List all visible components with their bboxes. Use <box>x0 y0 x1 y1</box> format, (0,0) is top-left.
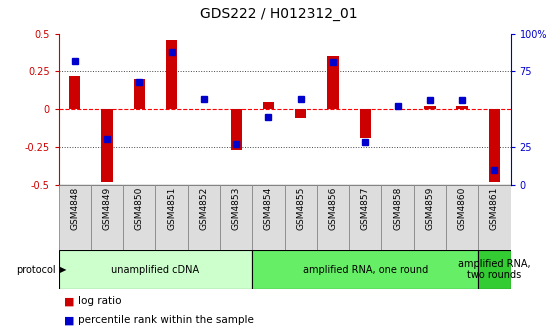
Bar <box>102 109 113 182</box>
Bar <box>59 250 252 289</box>
Bar <box>360 109 371 138</box>
Text: GSM4853: GSM4853 <box>232 187 240 230</box>
Text: unamplified cDNA: unamplified cDNA <box>112 265 200 275</box>
Bar <box>69 76 80 109</box>
Bar <box>478 185 511 250</box>
Text: percentile rank within the sample: percentile rank within the sample <box>78 316 254 325</box>
Text: protocol: protocol <box>16 265 56 275</box>
Bar <box>263 101 274 109</box>
Text: GSM4850: GSM4850 <box>135 187 144 230</box>
Text: GSM4852: GSM4852 <box>199 187 208 230</box>
Bar <box>134 79 145 109</box>
Bar <box>295 109 306 118</box>
Bar <box>328 56 339 109</box>
Bar <box>187 185 220 250</box>
Text: GSM4860: GSM4860 <box>458 187 466 230</box>
Bar <box>166 40 177 109</box>
Bar <box>456 106 468 109</box>
Bar <box>252 185 285 250</box>
Bar <box>478 250 511 289</box>
Text: amplified RNA, one round: amplified RNA, one round <box>302 265 428 275</box>
Text: GSM4856: GSM4856 <box>329 187 338 230</box>
Bar <box>230 109 242 150</box>
Bar <box>446 185 478 250</box>
Bar <box>220 185 252 250</box>
Bar <box>252 250 478 289</box>
Text: amplified RNA,
two rounds: amplified RNA, two rounds <box>458 259 531 281</box>
Text: log ratio: log ratio <box>78 296 122 306</box>
Text: ▶: ▶ <box>60 265 66 274</box>
Text: GSM4859: GSM4859 <box>425 187 434 230</box>
Text: GDS222 / H012312_01: GDS222 / H012312_01 <box>200 7 358 21</box>
Text: GSM4848: GSM4848 <box>70 187 79 230</box>
Bar <box>424 106 435 109</box>
Text: GSM4861: GSM4861 <box>490 187 499 230</box>
Text: GSM4857: GSM4857 <box>361 187 370 230</box>
Text: GSM4858: GSM4858 <box>393 187 402 230</box>
Bar <box>349 185 382 250</box>
Bar <box>59 185 91 250</box>
Bar <box>123 185 156 250</box>
Bar <box>91 185 123 250</box>
Bar <box>489 109 500 182</box>
Bar <box>382 185 413 250</box>
Text: GSM4855: GSM4855 <box>296 187 305 230</box>
Bar <box>317 185 349 250</box>
Text: ■: ■ <box>64 316 75 325</box>
Text: ■: ■ <box>64 296 75 306</box>
Bar <box>285 185 317 250</box>
Text: GSM4854: GSM4854 <box>264 187 273 230</box>
Bar <box>413 185 446 250</box>
Text: GSM4849: GSM4849 <box>103 187 112 230</box>
Text: GSM4851: GSM4851 <box>167 187 176 230</box>
Bar <box>156 185 187 250</box>
